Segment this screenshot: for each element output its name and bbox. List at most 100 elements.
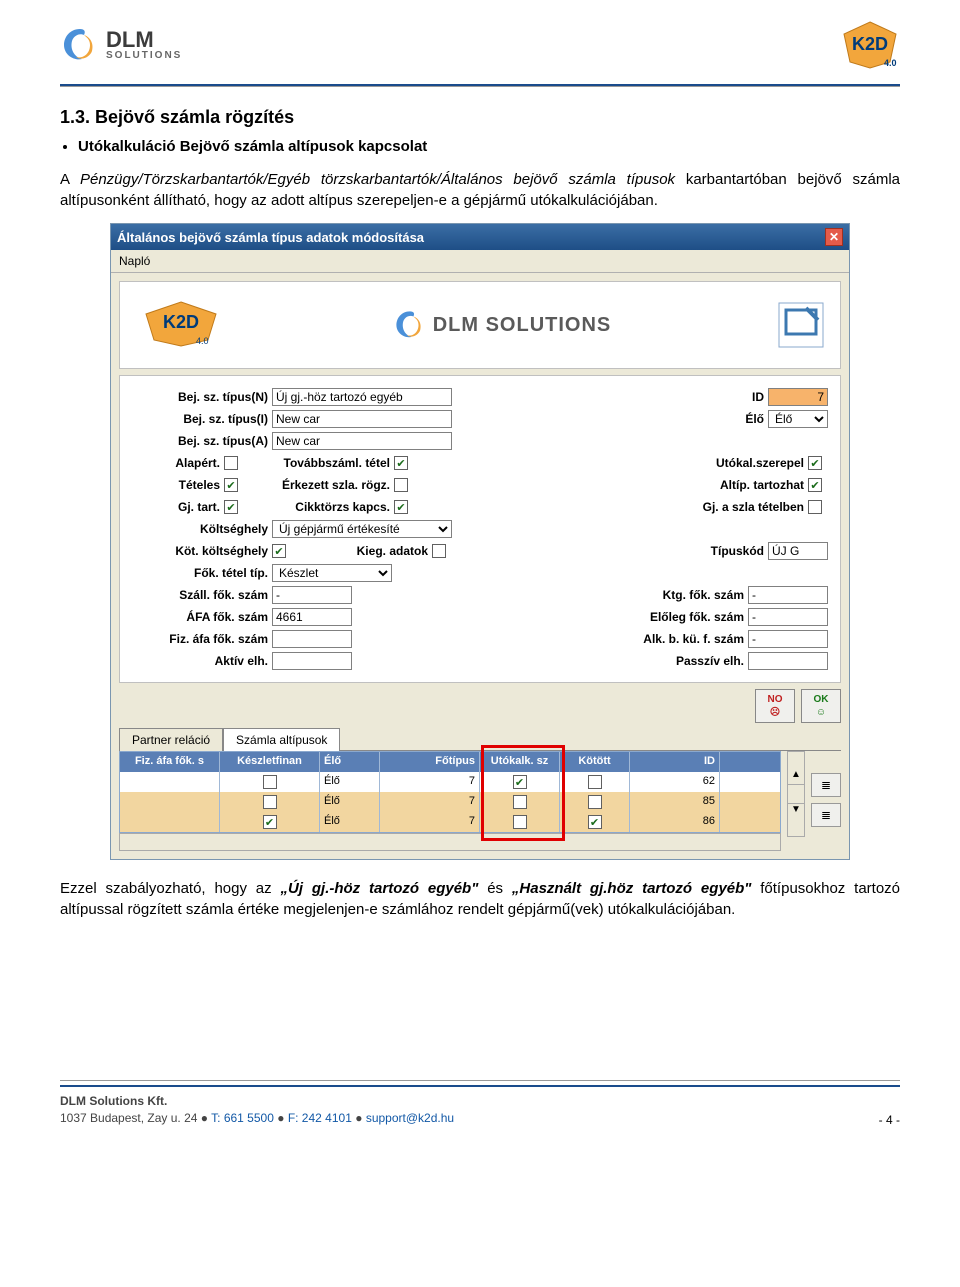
tab-partner-relacio[interactable]: Partner reláció [119, 728, 223, 751]
input-tipuskod[interactable] [768, 542, 828, 560]
window-title: Általános bejövő számla típus adatok mód… [117, 230, 424, 245]
label-passziv: Passzív elh. [628, 654, 748, 668]
label-erkezett: Érkezett szla. rögz. [244, 478, 394, 492]
label-typeN: Bej. sz. típus(N) [132, 390, 272, 404]
label-elo: Élő [648, 412, 768, 426]
tab-bar: Partner reláció Számla altípusok [119, 727, 841, 751]
table-row[interactable]: Élő7✔62 [120, 772, 780, 792]
input-fizafa[interactable] [272, 630, 352, 648]
check-erkezett[interactable] [394, 478, 408, 492]
section-bullet: Utókalkuláció Bejövő számla altípusok ka… [78, 138, 900, 155]
select-koltseg[interactable]: Új gépjármű értékesíté [272, 520, 452, 538]
section-heading: 1.3. Bejövő számla rögzítés [60, 107, 900, 128]
input-szallfok[interactable] [272, 586, 352, 604]
col-id[interactable]: ID [630, 752, 720, 772]
no-button[interactable]: NO☹ [755, 689, 795, 723]
label-alapert: Alapért. [132, 456, 224, 470]
grid-hscroll[interactable] [119, 833, 781, 851]
col-elo[interactable]: Élő [320, 752, 380, 772]
label-kotkolt: Köt. költséghely [132, 544, 272, 558]
dlm-logo-sub: SOLUTIONS [106, 51, 182, 61]
ok-button[interactable]: OK☺ [801, 689, 841, 723]
check-gjtart[interactable]: ✔ [224, 500, 238, 514]
check-cikktorzs[interactable]: ✔ [394, 500, 408, 514]
app-window: Általános bejövő számla típus adatok mód… [110, 223, 850, 860]
label-altip: Altíp. tartozhat [688, 478, 808, 492]
label-kieg: Kieg. adatok [292, 544, 432, 558]
grid-checkbox[interactable] [513, 795, 527, 809]
input-alkbku[interactable] [748, 630, 828, 648]
label-gjszla: Gj. a szla tételben [688, 500, 808, 514]
input-typeA[interactable] [272, 432, 452, 450]
grid-checkbox[interactable]: ✔ [588, 815, 602, 829]
dlm-logo-text: DLM [106, 27, 154, 52]
page-number: - 4 - [879, 1113, 900, 1127]
label-szallfok: Száll. fők. szám [132, 588, 272, 602]
table-row[interactable]: Élő785 [120, 792, 780, 812]
grid-checkbox[interactable]: ✔ [263, 815, 277, 829]
label-gjtart: Gj. tart. [132, 500, 224, 514]
col-fizafa[interactable]: Fiz. áfa fők. s [120, 752, 220, 772]
grid-header: Fiz. áfa fők. s Készletfinan Élő Főtípus… [120, 752, 780, 772]
check-altip[interactable]: ✔ [808, 478, 822, 492]
input-eloleg[interactable] [748, 608, 828, 626]
grid-wrap: Fiz. áfa fők. s Készletfinan Élő Főtípus… [119, 751, 841, 851]
table-row[interactable]: ✔Élő7✔86 [120, 812, 780, 832]
input-passziv[interactable] [748, 652, 828, 670]
input-typeN[interactable] [272, 388, 452, 406]
label-afafok: ÁFA fők. szám [132, 610, 272, 624]
check-alapert[interactable] [224, 456, 238, 470]
col-utokalk[interactable]: Utókalk. sz [480, 752, 560, 772]
grid-vscroll[interactable]: ▲ ▼ [787, 751, 805, 837]
input-id[interactable] [768, 388, 828, 406]
k2d-logo: K2D 4.0 [840, 20, 900, 70]
section-para-2: Ezzel szabályozható, hogy az „Új gj.-höz… [60, 878, 900, 920]
swirl-icon [60, 25, 100, 65]
k2d-logo-small: K2D 4.0 [136, 300, 226, 350]
check-gjszla[interactable] [808, 500, 822, 514]
select-elo[interactable]: Élő [768, 410, 828, 428]
footer-email: support@k2d.hu [366, 1111, 454, 1125]
check-teteles[interactable]: ✔ [224, 478, 238, 492]
stamp-icon[interactable] [778, 302, 824, 348]
check-tovabb[interactable]: ✔ [394, 456, 408, 470]
label-koltseg: Költséghely [132, 522, 272, 536]
tab-szamla-altipusok[interactable]: Számla altípusok [223, 728, 340, 751]
input-ktgfok[interactable] [748, 586, 828, 604]
col-keszlet[interactable]: Készletfinan [220, 752, 320, 772]
label-aktiv: Aktív elh. [132, 654, 272, 668]
dlm-logo-small: DLM SOLUTIONS [286, 308, 718, 342]
col-fotipus[interactable]: Főtípus [380, 752, 480, 772]
page-footer: DLM Solutions Kft. 1037 Budapest, Zay u.… [0, 1080, 960, 1147]
form-area: Bej. sz. típus(N) ID Bej. sz. típus(I) É… [119, 375, 841, 683]
input-typeI[interactable] [272, 410, 452, 428]
label-ktgfok: Ktg. fők. szám [628, 588, 748, 602]
grid-side-btn-1[interactable]: ≣ [811, 773, 841, 797]
check-kotkolt[interactable]: ✔ [272, 544, 286, 558]
input-aktiv[interactable] [272, 652, 352, 670]
page-header: DLM SOLUTIONS K2D 4.0 [0, 0, 960, 80]
subtypes-grid: Fiz. áfa fők. s Készletfinan Élő Főtípus… [119, 751, 781, 833]
col-kotott[interactable]: Kötött [560, 752, 630, 772]
label-tovabb: Továbbszáml. tétel [244, 456, 394, 470]
menu-naplo[interactable]: Napló [111, 250, 849, 273]
grid-checkbox[interactable] [263, 775, 277, 789]
grid-checkbox[interactable] [588, 775, 602, 789]
footer-fax: F: 242 4101 [288, 1111, 352, 1125]
grid-checkbox[interactable] [588, 795, 602, 809]
input-afafok[interactable] [272, 608, 352, 626]
grid-side-btn-2[interactable]: ≣ [811, 803, 841, 827]
select-foktetel[interactable]: Készlet [272, 564, 392, 582]
footer-company: DLM Solutions Kft. [60, 1094, 167, 1108]
label-typeA: Bej. sz. típus(A) [132, 434, 272, 448]
check-utokal[interactable]: ✔ [808, 456, 822, 470]
grid-checkbox[interactable] [263, 795, 277, 809]
label-fizafa: Fiz. áfa fők. szám [132, 632, 272, 646]
label-eloleg: Előleg fők. szám [628, 610, 748, 624]
footer-addr: 1037 Budapest, Zay u. 24 [60, 1111, 197, 1125]
grid-checkbox[interactable]: ✔ [513, 775, 527, 789]
header-rule-2 [60, 86, 900, 87]
check-kieg[interactable] [432, 544, 446, 558]
close-icon[interactable]: ✕ [825, 228, 843, 246]
grid-checkbox[interactable] [513, 815, 527, 829]
